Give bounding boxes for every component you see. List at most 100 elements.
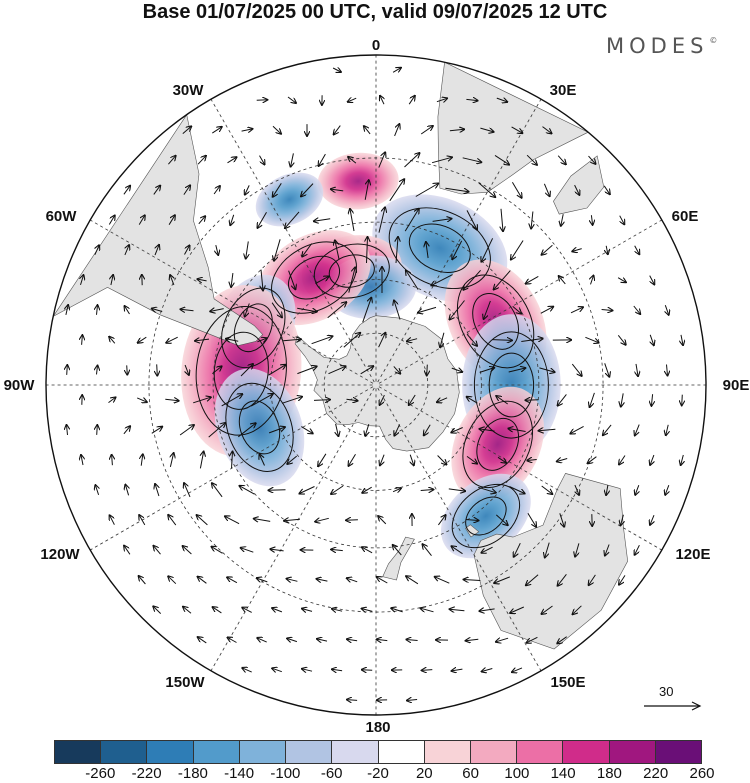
wind-vector bbox=[494, 154, 509, 164]
wind-vector bbox=[287, 579, 298, 582]
wind-vector bbox=[633, 305, 640, 314]
wind-vector bbox=[198, 637, 207, 644]
wind-vector bbox=[437, 515, 445, 526]
wind-vector bbox=[479, 368, 495, 373]
wind-vector bbox=[226, 339, 239, 341]
wind-vector bbox=[257, 338, 266, 342]
wind-vector bbox=[332, 68, 341, 72]
wind-vector bbox=[436, 98, 447, 101]
wind-vector bbox=[496, 98, 507, 102]
wind-vector bbox=[557, 636, 567, 644]
wind-vector bbox=[81, 275, 84, 286]
map-disc bbox=[46, 55, 706, 715]
wind-vector bbox=[272, 608, 283, 612]
wind-vector bbox=[682, 394, 683, 406]
wind-vector bbox=[332, 609, 343, 611]
wind-vector bbox=[250, 394, 273, 407]
wind-vector bbox=[634, 245, 640, 254]
anomaly-contour bbox=[221, 287, 286, 369]
wind-vector bbox=[242, 608, 252, 613]
wind-vector bbox=[260, 455, 265, 466]
wind-vector bbox=[450, 609, 465, 611]
south-america bbox=[52, 113, 264, 346]
wind-vector bbox=[619, 215, 625, 225]
wind-vector bbox=[393, 366, 400, 373]
wind-vector bbox=[651, 394, 652, 406]
positive-anomaly bbox=[451, 386, 545, 503]
wind-vector bbox=[213, 186, 220, 195]
wind-vector bbox=[481, 546, 493, 553]
wind-vector bbox=[257, 578, 268, 582]
wind-vector bbox=[526, 275, 539, 283]
wind-vector bbox=[467, 397, 478, 404]
wind-vector bbox=[242, 668, 252, 672]
wind-vector bbox=[283, 339, 301, 341]
colorbar-tick-label: 60 bbox=[462, 765, 479, 782]
wind-vector bbox=[635, 485, 639, 495]
meridian-line bbox=[210, 99, 375, 383]
lon-label-60w: 60W bbox=[45, 208, 77, 225]
wind-vector bbox=[571, 363, 581, 376]
anomaly-contour bbox=[476, 417, 520, 471]
wind-vector bbox=[450, 300, 465, 320]
wind-vector bbox=[512, 306, 522, 313]
wind-vector bbox=[575, 484, 579, 495]
wind-vector bbox=[272, 125, 281, 133]
wind-vector bbox=[426, 242, 428, 259]
lon-label-150w: 150W bbox=[165, 674, 205, 691]
colorbar-tick-label: 20 bbox=[415, 765, 433, 782]
wind-vector bbox=[619, 455, 626, 465]
reference-vector-arrow bbox=[644, 701, 702, 711]
wind-vector bbox=[681, 454, 684, 465]
wind-vector bbox=[241, 548, 254, 553]
colorbar-cell bbox=[286, 741, 333, 763]
wind-vector bbox=[521, 339, 542, 342]
colorbar-tick-label: -180 bbox=[177, 765, 208, 782]
wind-vector bbox=[141, 454, 143, 466]
anomaly-contour bbox=[233, 303, 273, 353]
wind-vector bbox=[331, 189, 344, 191]
wind-vector bbox=[67, 425, 68, 436]
wind-vector bbox=[331, 549, 343, 550]
wind-vector bbox=[313, 400, 330, 401]
wind-vector bbox=[539, 367, 554, 372]
colorbar-cell bbox=[101, 741, 148, 763]
wind-vector bbox=[165, 399, 178, 401]
wind-vector bbox=[510, 606, 525, 613]
brand-text: MODES bbox=[606, 34, 709, 58]
wind-vector bbox=[418, 306, 437, 312]
wind-vector bbox=[302, 609, 313, 612]
wind-vector bbox=[650, 334, 654, 345]
wind-vector bbox=[545, 542, 550, 558]
wind-vector bbox=[227, 157, 237, 164]
wind-vector bbox=[650, 515, 654, 525]
anomaly-shading bbox=[181, 152, 561, 559]
wind-vector bbox=[271, 302, 282, 318]
wind-vector bbox=[198, 577, 207, 584]
wind-vector bbox=[572, 249, 582, 252]
wind-vector bbox=[346, 520, 358, 521]
wind-vector bbox=[394, 301, 401, 320]
wind-vector bbox=[539, 429, 556, 430]
wind-vector bbox=[527, 636, 538, 642]
wind-vector bbox=[232, 452, 233, 469]
wind-vector bbox=[542, 126, 552, 134]
wind-vector bbox=[193, 397, 211, 404]
wind-vector bbox=[362, 298, 372, 323]
wind-vector bbox=[466, 455, 477, 463]
wind-vector bbox=[258, 211, 267, 228]
reference-vector-label: 30 bbox=[659, 684, 674, 699]
wind-vector bbox=[466, 333, 477, 346]
wind-vector bbox=[650, 454, 654, 465]
wind-vector bbox=[97, 425, 98, 435]
wind-vector bbox=[168, 515, 177, 526]
wind-vector bbox=[422, 670, 433, 671]
wind-vector bbox=[362, 486, 372, 493]
wind-vector bbox=[285, 211, 300, 228]
wind-vector bbox=[437, 397, 448, 402]
wind-vector bbox=[590, 392, 595, 407]
wind-vector bbox=[407, 700, 418, 701]
wind-vector bbox=[302, 243, 313, 257]
wind-vector bbox=[327, 302, 347, 319]
colorbar-tick-label: 180 bbox=[596, 765, 622, 782]
